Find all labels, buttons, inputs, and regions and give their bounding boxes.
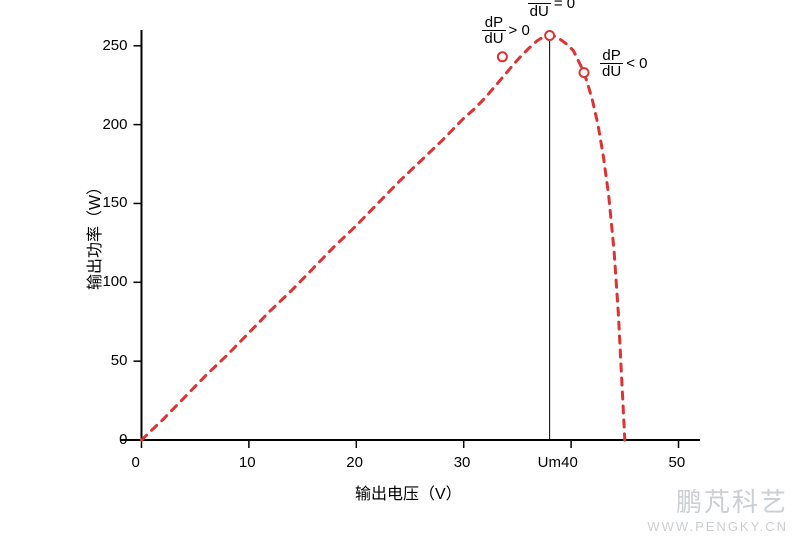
y-tick: 200 [102, 116, 127, 133]
annotation-dpdu-negative: dPdU < 0 [600, 48, 647, 79]
anno3-num: dP [600, 48, 623, 64]
um-label: Um [538, 454, 561, 471]
x-tick: 50 [669, 454, 686, 471]
y-tick: 0 [119, 431, 127, 448]
annotation-dpdu-positive: dPdU > 0 [482, 15, 529, 46]
x-tick: 10 [239, 454, 256, 471]
x-tick: 40 [561, 454, 578, 471]
annotation-dpdu-zero: dPdU = 0 [528, 0, 575, 19]
y-tick: 250 [102, 37, 127, 54]
anno2-den: dU [528, 4, 551, 19]
y-tick: 150 [102, 194, 127, 211]
anno1-num: dP [482, 15, 505, 31]
x-tick: 0 [131, 454, 139, 471]
anno1-suffix: > 0 [509, 22, 530, 39]
anno3-suffix: < 0 [626, 55, 647, 72]
anno3-den: dU [600, 64, 623, 79]
chart-container: 0 10 20 30 40 50 0 50 100 150 200 250 输出电压（V） 输出功率… [0, 0, 800, 540]
x-axis-label: 输出电压（V） [355, 480, 462, 504]
anno2-suffix: = 0 [554, 0, 575, 12]
y-tick: 100 [102, 273, 127, 290]
anno1-den: dU [482, 31, 505, 46]
x-tick: 30 [454, 454, 471, 471]
x-tick: 20 [346, 454, 363, 471]
y-tick: 50 [111, 352, 128, 369]
y-axis-label: 输出功率（W） [81, 179, 105, 290]
